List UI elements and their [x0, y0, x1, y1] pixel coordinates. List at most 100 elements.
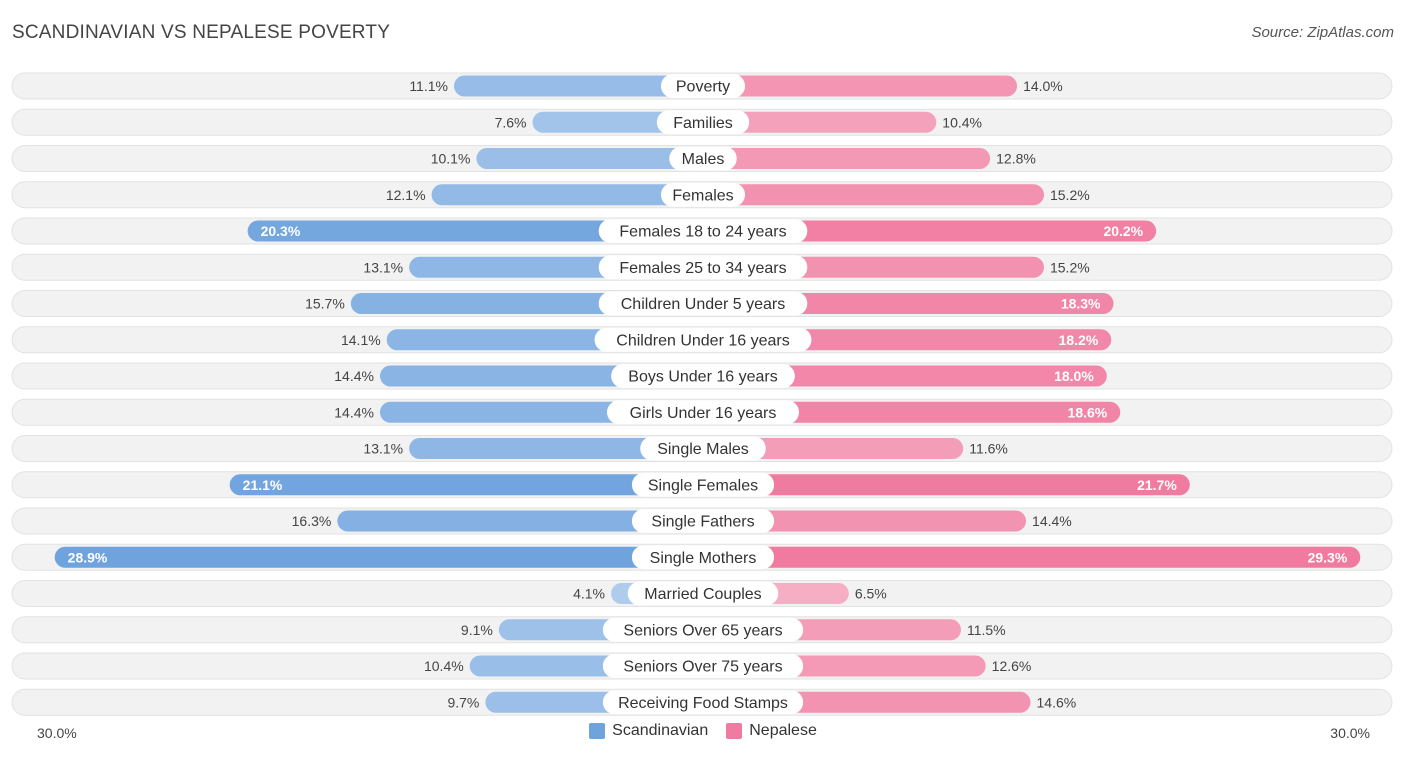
value-label-scandinavian: 14.4% — [334, 368, 374, 384]
category-label: Males — [682, 151, 725, 168]
category-pill — [598, 255, 808, 280]
category-pill — [598, 219, 808, 243]
category-pill — [656, 110, 750, 135]
category-pill — [640, 436, 766, 461]
category-pill — [631, 545, 775, 570]
category-label: Seniors Over 75 years — [623, 659, 782, 676]
category-label: Single Fathers — [651, 514, 754, 531]
category-pill — [660, 182, 746, 207]
category-pill — [607, 400, 799, 425]
category-pill — [627, 581, 779, 606]
value-label-scandinavian: 10.1% — [431, 151, 471, 167]
bar-nepalese[interactable] — [703, 438, 964, 459]
legend-label-nepalese: Nepalese — [749, 722, 817, 739]
category-pill — [631, 509, 775, 533]
category-label: Married Couples — [644, 586, 761, 603]
category-label: Seniors Over 65 years — [623, 622, 782, 639]
bar-nepalese[interactable] — [703, 546, 1361, 568]
value-label-scandinavian: 20.3% — [261, 223, 301, 239]
bar-nepalese[interactable] — [703, 111, 937, 133]
legend-swatch-scandinavian — [589, 723, 606, 739]
value-label-scandinavian: 14.1% — [341, 332, 381, 348]
category-label: Receiving Food Stamps — [618, 695, 788, 712]
value-label-scandinavian: 9.1% — [461, 622, 493, 638]
value-label-nepalese: 15.2% — [1050, 187, 1090, 203]
category-label: Poverty — [676, 79, 730, 96]
axis-min-label: 30.0% — [37, 725, 77, 741]
legend-label-scandinavian: Scandinavian — [612, 722, 709, 739]
value-label-nepalese: 18.3% — [1061, 296, 1101, 312]
bar-nepalese[interactable] — [703, 365, 1107, 387]
axis-max-label: 30.0% — [1330, 725, 1370, 741]
bar-scandinavian[interactable] — [247, 220, 703, 242]
category-label: Single Females — [648, 477, 758, 494]
value-label-nepalese: 6.5% — [855, 586, 887, 602]
bar-nepalese[interactable] — [703, 474, 1190, 496]
bar-scandinavian[interactable] — [476, 148, 703, 169]
category-pill — [660, 74, 746, 98]
bar-scandinavian[interactable] — [453, 75, 703, 97]
value-label-scandinavian: 10.4% — [424, 658, 464, 674]
value-label-scandinavian: 14.4% — [334, 404, 374, 420]
value-label-nepalese: 15.2% — [1050, 259, 1090, 275]
category-pill — [598, 291, 808, 316]
chart-title: SCANDINAVIAN VS NEPALESE POVERTY — [12, 22, 391, 43]
category-pill — [602, 690, 804, 715]
category-label: Single Males — [657, 441, 749, 458]
bar-scandinavian[interactable] — [409, 438, 703, 459]
category-pill — [602, 654, 804, 678]
value-label-scandinavian: 9.7% — [447, 694, 479, 710]
category-label: Females — [672, 187, 733, 204]
value-label-nepalese: 20.2% — [1103, 223, 1143, 239]
bar-scandinavian[interactable] — [229, 474, 703, 496]
value-label-scandinavian: 12.1% — [386, 187, 426, 203]
bar-nepalese[interactable] — [703, 510, 1027, 532]
bar-scandinavian[interactable] — [54, 546, 704, 568]
value-label-nepalese: 18.6% — [1068, 404, 1108, 420]
legend-item-nepalese[interactable]: Nepalese — [726, 722, 817, 740]
value-label-scandinavian: 7.6% — [495, 114, 527, 130]
category-pill — [602, 617, 804, 642]
value-label-nepalese: 11.6% — [969, 441, 1008, 457]
value-label-scandinavian: 13.1% — [363, 441, 403, 457]
category-pill — [611, 364, 795, 388]
bar-scandinavian[interactable] — [431, 184, 703, 206]
value-label-nepalese: 21.7% — [1137, 477, 1177, 493]
bar-nepalese[interactable] — [703, 75, 1018, 97]
value-label-nepalese: 14.0% — [1023, 78, 1063, 94]
bar-nepalese[interactable] — [703, 184, 1044, 206]
value-label-nepalese: 18.2% — [1059, 332, 1099, 348]
value-label-nepalese: 10.4% — [942, 114, 982, 130]
category-label: Girls Under 16 years — [630, 405, 777, 422]
category-pill — [669, 146, 737, 171]
category-label: Females 18 to 24 years — [619, 224, 786, 241]
category-label: Females 25 to 34 years — [619, 260, 786, 277]
value-label-nepalese: 11.5% — [967, 622, 1006, 638]
category-pill — [594, 327, 812, 352]
category-label: Boys Under 16 years — [628, 369, 777, 386]
source-label: Source: ZipAtlas.com — [1251, 24, 1394, 41]
value-label-nepalese: 14.4% — [1032, 513, 1072, 529]
category-label: Families — [673, 115, 733, 132]
legend-item-scandinavian[interactable]: Scandinavian — [589, 722, 708, 740]
value-label-nepalese: 12.6% — [992, 658, 1032, 674]
value-label-scandinavian: 15.7% — [305, 296, 345, 312]
value-label-scandinavian: 16.3% — [292, 513, 332, 529]
value-label-scandinavian: 13.1% — [363, 259, 403, 275]
category-pill — [631, 472, 775, 497]
legend-swatch-nepalese — [726, 723, 743, 739]
value-label-nepalese: 14.6% — [1037, 694, 1077, 710]
value-label-nepalese: 12.8% — [996, 151, 1036, 167]
value-label-scandinavian: 28.9% — [68, 549, 108, 565]
bar-nepalese[interactable] — [703, 401, 1121, 423]
value-label-scandinavian: 21.1% — [243, 477, 283, 493]
bar-scandinavian[interactable] — [337, 510, 703, 532]
bar-nepalese[interactable] — [703, 220, 1157, 242]
legend: Scandinavian Nepalese — [0, 722, 1406, 740]
category-label: Children Under 5 years — [621, 296, 786, 313]
category-label: Single Mothers — [650, 550, 757, 567]
value-label-nepalese: 29.3% — [1308, 549, 1348, 565]
bar-nepalese[interactable] — [703, 148, 991, 169]
category-label: Children Under 16 years — [616, 332, 789, 349]
